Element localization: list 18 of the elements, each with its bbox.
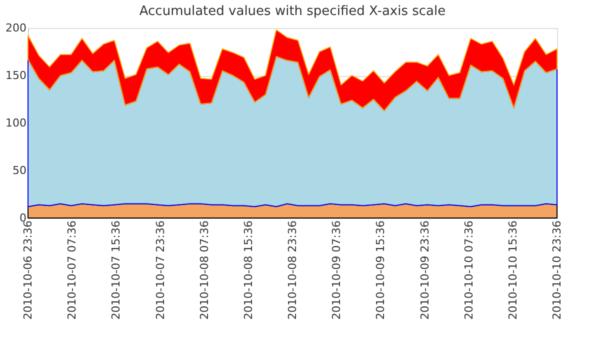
x-tick-label: 2010-10-10 15:36 [506, 220, 520, 320]
y-tick-label: 100 [6, 116, 26, 130]
x-tick-label: 2010-10-09 07:36 [330, 220, 344, 320]
y-tick-label: 50 [12, 164, 26, 177]
y-tick-label: 150 [6, 69, 26, 82]
x-tick-label: 2010-10-07 23:36 [154, 220, 167, 320]
x-tick-label: 2010-10-08 23:36 [286, 220, 299, 320]
x-tick-label: 2010-10-10 23:36 [550, 220, 564, 320]
x-tick-label: 2010-10-07 07:36 [66, 220, 79, 320]
x-tick-label: 2010-10-09 23:36 [418, 220, 432, 320]
x-tick-label: 2010-10-08 07:36 [198, 220, 211, 320]
x-tick-label: 2010-10-10 07:36 [462, 220, 476, 320]
chart-title: Accumulated values with specified X-axis scale [139, 4, 446, 19]
y-tick-label: 200 [6, 22, 26, 34]
x-tick-label: 2010-10-07 15:36 [110, 220, 123, 320]
x-tick-label: 2010-10-06 23:36 [22, 220, 34, 320]
x-tick-label: 2010-10-08 15:36 [242, 220, 255, 320]
x-tick-label: 2010-10-09 15:36 [374, 220, 388, 320]
